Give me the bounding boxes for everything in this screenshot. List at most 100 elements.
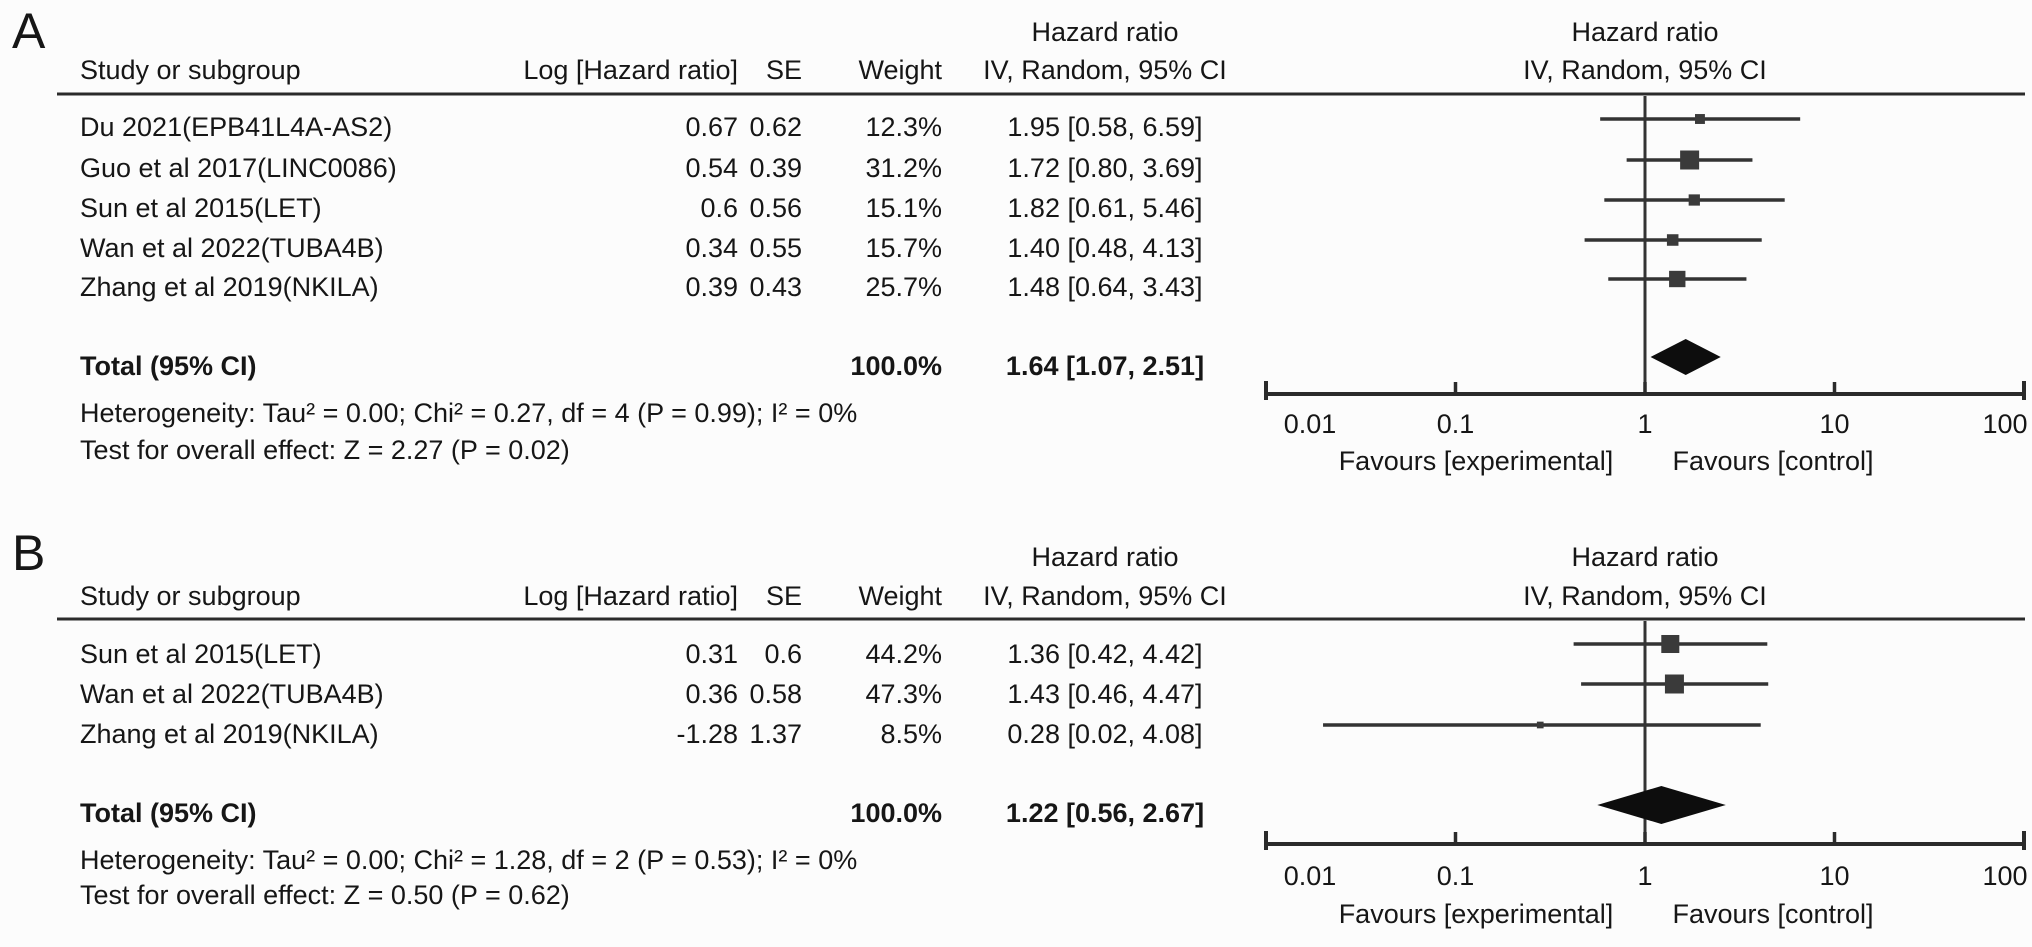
weight-square: [1536, 721, 1544, 729]
study-row: Guo et al 2017(LINC0086) 0.54 0.39 31.2%…: [0, 152, 2032, 184]
plot-column-header-line1: Hazard ratio: [1571, 542, 1719, 572]
study-ci: 1.40 [0.48, 4.13]: [1007, 233, 1203, 263]
study-weight: 15.1%: [865, 193, 942, 223]
weight-column-header: Weight: [858, 55, 942, 85]
study-se: 0.56: [749, 193, 802, 223]
study-name: Zhang et al 2019(NKILA): [80, 719, 379, 749]
panel-a-label: A: [12, 3, 46, 59]
study-loghr: 0.39: [685, 272, 738, 302]
total-row: Total (95% CI) 100.0% 1.64 [1.07, 2.51]: [0, 350, 2032, 382]
study-ci: 1.72 [0.80, 3.69]: [1007, 153, 1203, 183]
summary-diamond: [1597, 786, 1726, 824]
study-name: Sun et al 2015(LET): [80, 193, 322, 223]
study-se: 0.6: [764, 639, 802, 669]
study-weight: 44.2%: [865, 639, 942, 669]
overall-effect-text: Test for overall effect: Z = 2.27 (P = 0…: [80, 435, 570, 465]
study-row: Wan et al 2022(TUBA4B) 0.36 0.58 47.3% 1…: [0, 678, 2032, 710]
study-se: 0.55: [749, 233, 802, 263]
overall-effect-row: Test for overall effect: Z = 2.27 (P = 0…: [0, 434, 2032, 466]
weight-square: [1661, 634, 1680, 654]
study-se: 1.37: [749, 719, 802, 749]
study-se: 0.43: [749, 272, 802, 302]
axis-tick-label: 0.1: [1437, 409, 1475, 439]
heterogeneity-text: Heterogeneity: Tau² = 0.00; Chi² = 1.28,…: [80, 845, 858, 875]
weight-square: [1680, 150, 1700, 170]
study-loghr: 0.36: [685, 679, 738, 709]
study-row: Sun et al 2015(LET) 0.31 0.6 44.2% 1.36 …: [0, 638, 2032, 670]
study-name: Wan et al 2022(TUBA4B): [80, 679, 384, 709]
heterogeneity-row: Heterogeneity: Tau² = 0.00; Chi² = 0.27,…: [0, 397, 2032, 429]
total-weight: 100.0%: [850, 798, 942, 828]
study-row: Wan et al 2022(TUBA4B) 0.34 0.55 15.7% 1…: [0, 232, 2032, 264]
study-column-header: Study or subgroup: [80, 581, 301, 611]
study-name: Wan et al 2022(TUBA4B): [80, 233, 384, 263]
study-ci: 1.43 [0.46, 4.47]: [1007, 679, 1203, 709]
loghr-column-header: Log [Hazard ratio]: [523, 581, 738, 611]
study-weight: 12.3%: [865, 112, 942, 142]
study-loghr: -1.28: [676, 719, 738, 749]
axis-tick-label: 100: [1982, 409, 2027, 439]
study-ci: 1.48 [0.64, 3.43]: [1007, 272, 1203, 302]
study-weight: 47.3%: [865, 679, 942, 709]
study-name: Guo et al 2017(LINC0086): [80, 153, 397, 183]
axis-tick-label: 0.01: [1284, 861, 1337, 891]
study-row: Zhang et al 2019(NKILA) 0.39 0.43 25.7% …: [0, 271, 2032, 303]
study-se: 0.39: [749, 153, 802, 183]
panel-b-header-line2: Study or subgroup Log [Hazard ratio] SE …: [0, 580, 2032, 612]
study-se: 0.58: [749, 679, 802, 709]
axis-tick-label: 10: [1819, 409, 1849, 439]
heterogeneity-row: Heterogeneity: Tau² = 0.00; Chi² = 1.28,…: [0, 844, 2032, 876]
study-name: Sun et al 2015(LET): [80, 639, 322, 669]
total-label: Total (95% CI): [80, 351, 257, 381]
panel-b-label: B: [12, 525, 46, 581]
weight-column-header: Weight: [858, 581, 942, 611]
loghr-column-header: Log [Hazard ratio]: [523, 55, 738, 85]
favours-left-label: Favours [experimental]: [1339, 899, 1614, 929]
axis-tick-label: 0.01: [1284, 409, 1337, 439]
effect-column-header-line2: IV, Random, 95% CI: [983, 581, 1227, 611]
panel-a-header-line1: Hazard ratio Hazard ratio: [0, 16, 2032, 48]
favours-right-label: Favours [control]: [1672, 446, 1873, 476]
total-label: Total (95% CI): [80, 798, 257, 828]
total-row: Total (95% CI) 100.0% 1.22 [0.56, 2.67]: [0, 797, 2032, 829]
overall-effect-text: Test for overall effect: Z = 0.50 (P = 0…: [80, 880, 570, 910]
plot-column-header-line2: IV, Random, 95% CI: [1523, 581, 1767, 611]
study-ci: 1.95 [0.58, 6.59]: [1007, 112, 1203, 142]
se-column-header: SE: [765, 55, 802, 85]
study-loghr: 0.31: [685, 639, 738, 669]
panel-b-header-line1: Hazard ratio Hazard ratio: [0, 541, 2032, 573]
study-se: 0.62: [749, 112, 802, 142]
effect-column-header-line1: Hazard ratio: [1031, 17, 1179, 47]
total-ci: 1.64 [1.07, 2.51]: [1005, 351, 1205, 381]
study-weight: 15.7%: [865, 233, 942, 263]
study-loghr: 0.54: [685, 153, 738, 183]
favours-left-label: Favours [experimental]: [1339, 446, 1614, 476]
plot-column-header-line1: Hazard ratio: [1571, 17, 1719, 47]
study-column-header: Study or subgroup: [80, 55, 301, 85]
effect-column-header-line2: IV, Random, 95% CI: [983, 55, 1227, 85]
weight-square: [1666, 234, 1679, 246]
weight-square: [1664, 674, 1684, 694]
study-weight: 31.2%: [865, 153, 942, 183]
axis-tick-label: 0.1: [1437, 861, 1475, 891]
weight-square: [1669, 270, 1686, 288]
study-loghr: 0.6: [700, 193, 738, 223]
study-row: Zhang et al 2019(NKILA) -1.28 1.37 8.5% …: [0, 718, 2032, 750]
total-ci: 1.22 [0.56, 2.67]: [1005, 798, 1205, 828]
study-row: Du 2021(EPB41L4A-AS2) 0.67 0.62 12.3% 1.…: [0, 111, 2032, 143]
study-row: Sun et al 2015(LET) 0.6 0.56 15.1% 1.82 …: [0, 192, 2032, 224]
weight-square: [1688, 194, 1700, 206]
study-weight: 25.7%: [865, 272, 942, 302]
study-loghr: 0.34: [685, 233, 738, 263]
total-weight: 100.0%: [850, 351, 942, 381]
weight-square: [1695, 114, 1705, 124]
axis-tick-label: 100: [1982, 861, 2027, 891]
study-ci: 1.82 [0.61, 5.46]: [1007, 193, 1203, 223]
overall-effect-row: Test for overall effect: Z = 0.50 (P = 0…: [0, 879, 2032, 911]
study-weight: 8.5%: [880, 719, 942, 749]
se-column-header: SE: [765, 581, 802, 611]
study-name: Du 2021(EPB41L4A-AS2): [80, 112, 393, 142]
study-name: Zhang et al 2019(NKILA): [80, 272, 379, 302]
